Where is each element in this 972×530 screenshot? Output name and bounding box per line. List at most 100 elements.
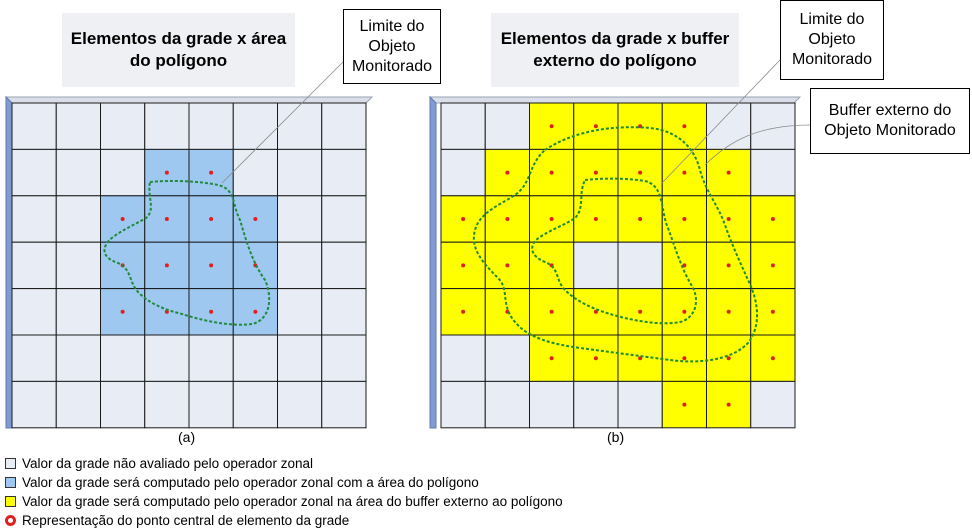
legend-dot-center-point [5,515,16,526]
panel-a-center-dot [253,309,258,314]
panel-b-center-dot [549,170,554,175]
panel-a-cell [188,102,234,150]
panel-a-cell [55,334,101,382]
panel-a-cell [321,288,367,336]
panel-a-cell [188,334,234,382]
panel-a-cell [144,334,190,382]
panel-b-center-dot [770,356,775,361]
panel-a-cell [321,148,367,197]
panel-a-center-dot [120,309,125,314]
panel-b-center-dot [726,217,731,221]
panel-b-limit-callout: Limite do Objeto Monitorado [780,0,884,80]
panel-a-cell [277,102,323,150]
panel-a-cell [321,102,367,150]
buffer-boundary-b [472,126,759,363]
panel-b-cell [750,148,796,197]
panel-a-center-dot [164,263,169,268]
panel-a-center-dot [209,170,214,175]
panel-b-cell [750,380,796,429]
panel-b-center-dot [461,263,466,268]
polygon-boundary-b [531,177,697,325]
panel-b-center-dot [593,217,598,221]
legend: Valor da grade não avaliado pelo operado… [5,454,563,530]
panel-b-center-dot [638,309,643,314]
panel-b-grid [428,59,811,429]
legend-item-center-point: Representação do ponto central de elemen… [5,511,563,530]
panel-b-center-dot [505,170,510,175]
panel-b-cell [484,334,530,382]
panel-b-center-dot [770,309,775,314]
panel-a-center-dot [209,217,214,221]
panel-b-cell [573,241,619,290]
panel-b-cell [440,380,486,429]
panel-b-center-dot [682,356,687,361]
panel-a-cell [11,148,57,197]
legend-item-buffer: Valor da grade será computado pelo opera… [5,492,563,511]
panel-a-limit-callout: Limite do Objeto Monitorado [343,9,441,84]
panel-a-cell [100,102,146,150]
panel-a-cell [55,195,101,243]
panel-a-cell [100,334,146,382]
panel-a-cell [100,148,146,197]
panel-b-cell [440,334,486,382]
panel-b-cell [440,102,486,150]
panel-b-cell [529,380,575,429]
panel-b-center-dot [593,356,598,361]
panel-a-cell [232,102,278,150]
panel-a-cell [11,288,57,336]
panel-b-center-dot [505,217,510,221]
panel-a-cell [55,241,101,290]
panel-b-center-dot [549,217,554,221]
panel-b-center-dot [638,170,643,175]
panel-a-cell [11,102,57,150]
panel-a-caption: (a) [178,429,196,445]
polygon-boundary-a [103,180,271,326]
panel-a-cell [100,380,146,429]
panel-a-cell [144,102,190,150]
panel-a-cell [232,148,278,197]
panel-b-title: Elementos da grade x buffer externo do p… [491,13,739,87]
panel-b-center-dot [770,263,775,268]
panel-b-center-dot [593,170,598,175]
panel-b-cell [617,380,663,429]
legend-swatch-buffer [5,496,16,507]
panel-b-center-dot [682,402,687,407]
panel-b-buffer-callout: Buffer externo do Objeto Monitorado [810,88,970,154]
panel-b-cell [484,102,530,150]
panel-b-center-dot [549,356,554,361]
panel-b-center-dot [461,217,466,221]
panel-b-cell [617,241,663,290]
legend-label-unevaluated: Valor da grade não avaliado pelo operado… [22,456,313,471]
panel-a-center-dot [164,217,169,221]
panel-b-center-dot [726,356,731,361]
panel-a-cell [232,334,278,382]
panel-a-cell [11,380,57,429]
panel-b-center-dot [682,309,687,314]
panel-a-cell [321,241,367,290]
panel-a-title: Elementos da grade x área do polígono [62,13,295,87]
panel-b-cell [573,380,619,429]
panel-b-center-dot [682,263,687,268]
panel-a-cell [277,241,323,290]
panel-b-center-dot [549,309,554,314]
panel-b-center-dot [593,309,598,314]
panel-b-center-dot [593,124,598,129]
panel-a-center-dot [209,263,214,268]
panel-a-center-dot [253,217,258,221]
legend-label-buffer: Valor da grade será computado pelo opera… [22,494,563,509]
panel-a-cell [55,288,101,336]
panel-b-center-dot [726,263,731,268]
panel-b-center-dot [726,170,731,175]
panel-a-cell [11,241,57,290]
panel-b-caption: (b) [607,429,625,445]
panel-a-cell [277,380,323,429]
panel-a-center-dot [164,170,169,175]
panel-b-center-dot [770,217,775,221]
panel-a-cell [11,334,57,382]
panel-a-center-dot [120,217,125,221]
panel-a-cell [55,380,101,429]
panel-a-cell [277,288,323,336]
panel-b-center-dot [638,217,643,221]
legend-label-polygon: Valor da grade será computado pelo opera… [22,475,479,490]
legend-item-unevaluated: Valor da grade não avaliado pelo operado… [5,454,563,473]
